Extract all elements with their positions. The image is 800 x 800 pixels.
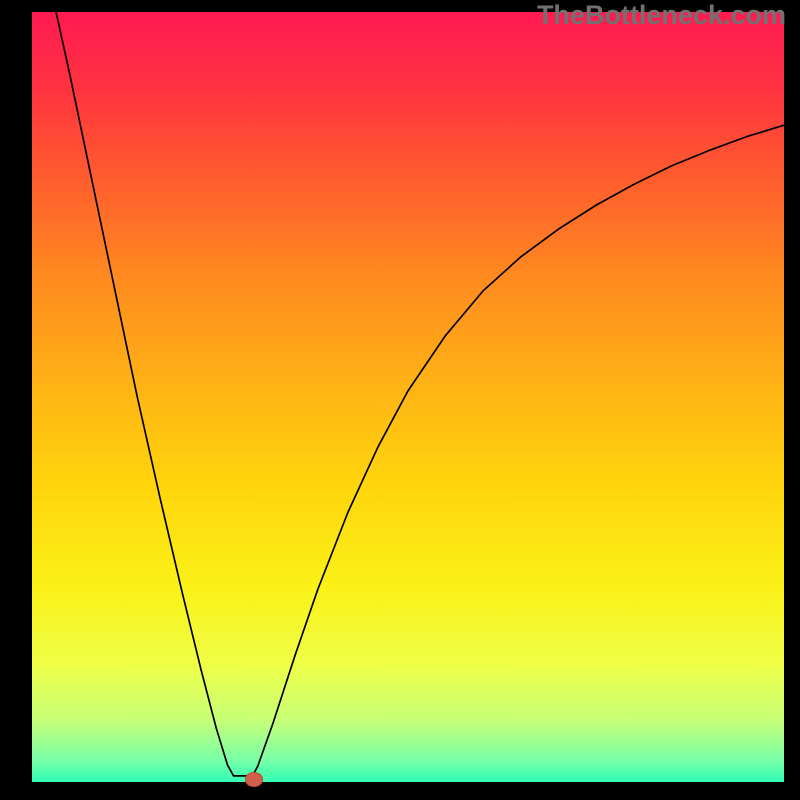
watermark-text: TheBottleneck.com (537, 0, 786, 31)
curve-layer (0, 0, 800, 800)
bottleneck-curve (56, 12, 784, 776)
chart-container: TheBottleneck.com (0, 0, 800, 800)
